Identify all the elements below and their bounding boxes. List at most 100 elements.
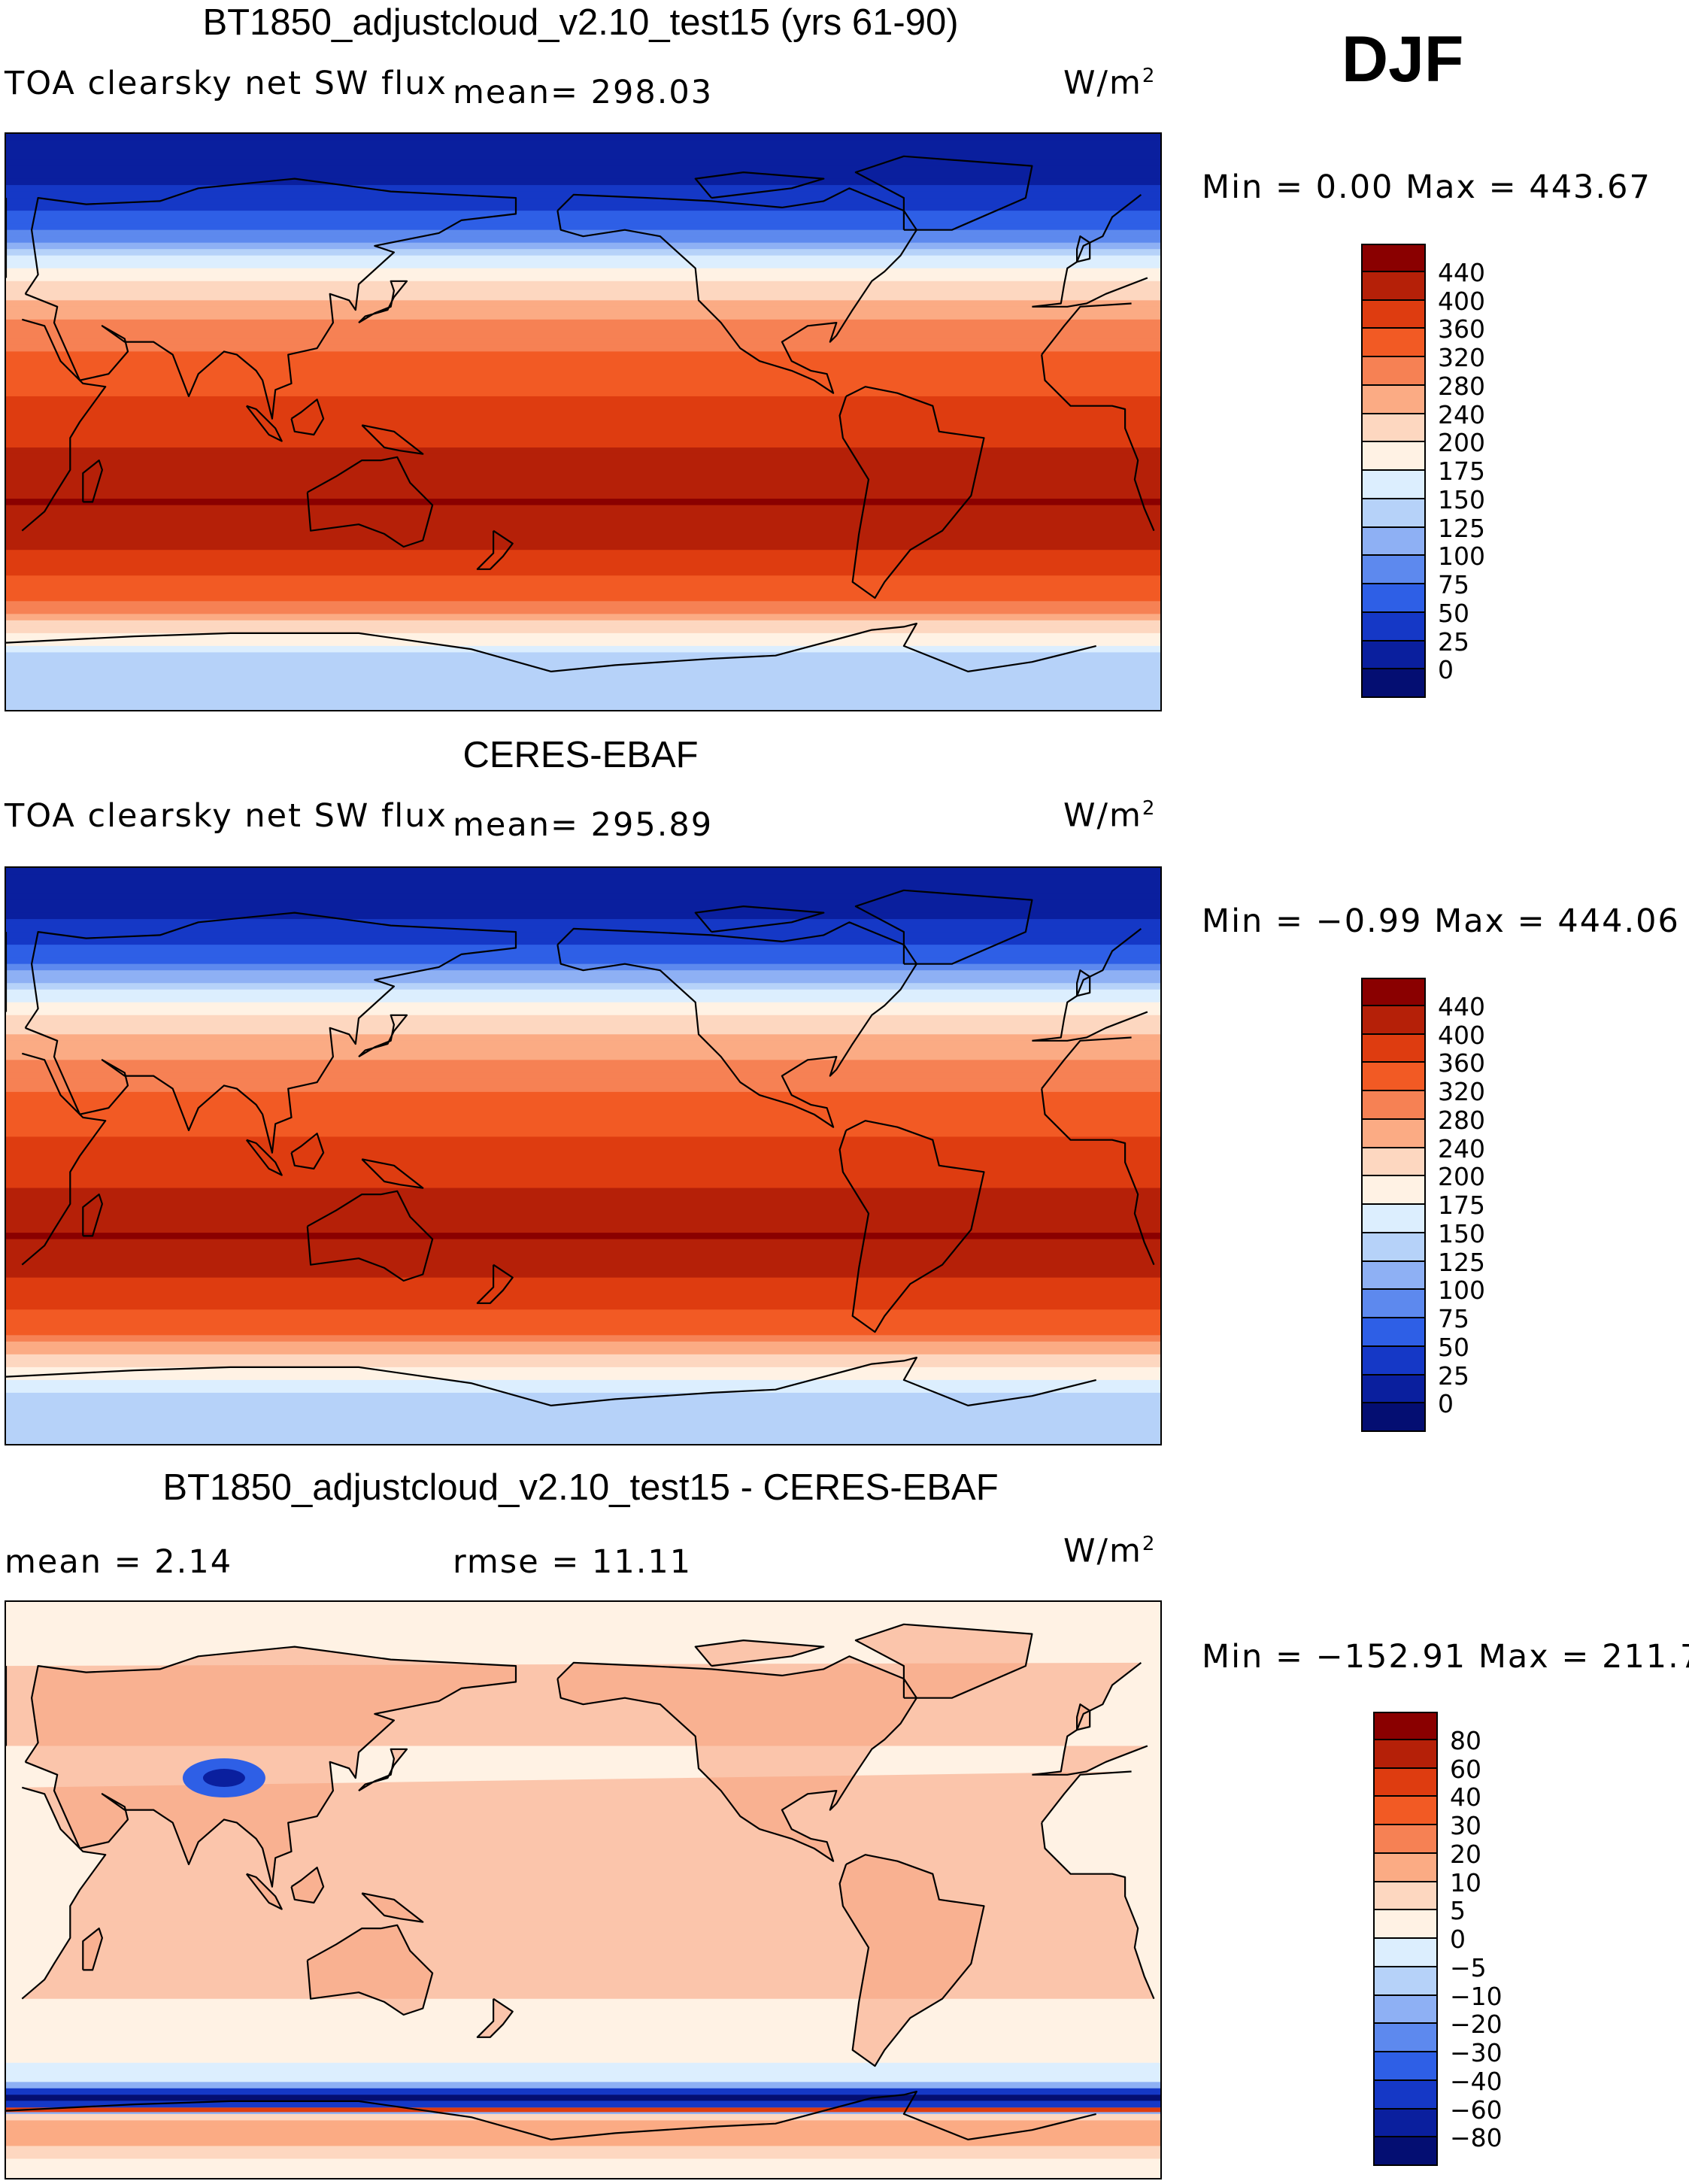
colorbar-segment: [1361, 612, 1426, 642]
colorbar-segment: [1373, 2080, 1438, 2110]
colorbar-segment: [1361, 1375, 1426, 1404]
panel-2-minmax: Min = −0.99 Max = 444.06: [1202, 902, 1680, 940]
colorbar-tick-label: 5: [1450, 1896, 1466, 1926]
zonal-band: [6, 1290, 1160, 1297]
zonal-band: [6, 575, 1160, 583]
coastline: [306, 1924, 434, 2016]
colorbar-tick-label: 280: [1438, 1105, 1485, 1135]
colorbar-frame: [1373, 1712, 1438, 2166]
zonal-band: [6, 1226, 1160, 1233]
coastline: [21, 302, 1155, 532]
zonal-band: [6, 1335, 1160, 1342]
zonal-band: [6, 893, 1160, 901]
coastline: [476, 1997, 514, 2038]
zonal-band: [6, 957, 1160, 965]
zonal-band: [6, 1309, 1160, 1317]
zonal-band: [6, 1284, 1160, 1291]
zonal-band: [6, 1072, 1160, 1080]
zonal-band: [6, 1608, 1160, 1615]
colorbar-tick-label: −80: [1450, 2123, 1503, 2153]
colorbar-tick-label: 80: [1450, 1725, 1481, 1755]
zonal-band: [6, 1142, 1160, 1151]
zonal-band: [6, 951, 1160, 958]
colorbar-tick-label: 200: [1438, 1162, 1485, 1192]
coastline: [358, 1014, 408, 1058]
zonal-band: [6, 2075, 1160, 2082]
zonal-band: [6, 1194, 1160, 1202]
zonal-band: [6, 1220, 1160, 1227]
colorbar-tick-label: 440: [1438, 991, 1485, 1021]
colorbar-tick-label: 25: [1438, 626, 1469, 657]
zonal-band: [6, 1424, 1160, 1432]
zonal-band: [6, 287, 1160, 295]
zonal-band: [6, 899, 1160, 907]
coastline: [838, 1120, 985, 1333]
land-anomaly: [557, 1656, 917, 1861]
zonal-band: [6, 1373, 1160, 1381]
zonal-band: [6, 887, 1160, 894]
colorbar-tick-label: 150: [1438, 484, 1485, 514]
zonal-band: [6, 1653, 1160, 1661]
colorbar-segment: [1361, 641, 1426, 670]
colorbar-segment: [1361, 1063, 1426, 1091]
zonal-band: [6, 614, 1160, 621]
zonal-band: [6, 2018, 1160, 2025]
colorbar-segment: [1373, 2109, 1438, 2138]
colorbar-segment: [1361, 471, 1426, 499]
zonal-band: [6, 357, 1160, 365]
zonal-band: [6, 332, 1160, 339]
zonal-band: [6, 517, 1160, 525]
zonal-band: [6, 1111, 1160, 1118]
zonal-band: [6, 1633, 1160, 1641]
zonal-band: [6, 2164, 1160, 2173]
colorbar-segment: [1373, 1712, 1438, 1740]
colorbar-tick-label: 75: [1438, 1304, 1469, 1333]
colorbar-tick-label: 200: [1438, 428, 1485, 458]
zonal-band: [6, 473, 1160, 481]
zonal-band: [6, 1743, 1160, 1750]
zonal-band: [6, 1245, 1160, 1253]
colorbar-tick-label: 100: [1438, 1276, 1485, 1306]
zonal-band: [6, 645, 1160, 653]
zonal-band: [6, 153, 1160, 160]
colorbar-segment: [1361, 300, 1426, 329]
zonal-band: [6, 581, 1160, 589]
colorbar-segment: [1361, 1006, 1426, 1035]
zonal-band: [6, 1303, 1160, 1310]
zonal-band: [6, 249, 1160, 256]
zonal-band: [6, 1130, 1160, 1138]
zonal-band: [6, 1098, 1160, 1106]
colorbar-tick-label: 400: [1438, 1020, 1485, 1050]
zonal-band: [6, 1392, 1160, 1400]
colorbar-tick-label: 125: [1438, 1247, 1485, 1277]
colorbar-segment: [1361, 1034, 1426, 1063]
zonal-band: [6, 2082, 1160, 2089]
zonal-band: [6, 505, 1160, 512]
zonal-band: [6, 1027, 1160, 1035]
zonal-band: [6, 658, 1160, 666]
coastline: [854, 1623, 1033, 1699]
zonal-band: [6, 1034, 1160, 1042]
zonal-band: [6, 550, 1160, 557]
zonal-band: [6, 1213, 1160, 1221]
coastline: [6, 623, 1096, 672]
zonal-band: [6, 938, 1160, 945]
zonal-band: [6, 684, 1160, 692]
colorbar-segment: [1361, 329, 1426, 357]
coastline: [556, 921, 917, 1128]
zonal-band: [6, 255, 1160, 262]
colorbar-segment: [1361, 556, 1426, 584]
zonal-band: [6, 569, 1160, 576]
zonal-band: [6, 390, 1160, 397]
zonal-band: [6, 1768, 1160, 1776]
colorbar-tick-label: −10: [1450, 1981, 1503, 2011]
land-anomaly: [246, 1873, 282, 1909]
colorbar-segment: [1361, 385, 1426, 414]
land-anomaly: [291, 1867, 324, 1903]
zonal-band: [6, 696, 1160, 705]
zonal-band: [6, 1322, 1160, 1330]
colorbar-segment: [1361, 669, 1426, 698]
zonal-band: [6, 1085, 1160, 1093]
coastline: [245, 1139, 283, 1176]
colorbar-segment: [1361, 499, 1426, 528]
